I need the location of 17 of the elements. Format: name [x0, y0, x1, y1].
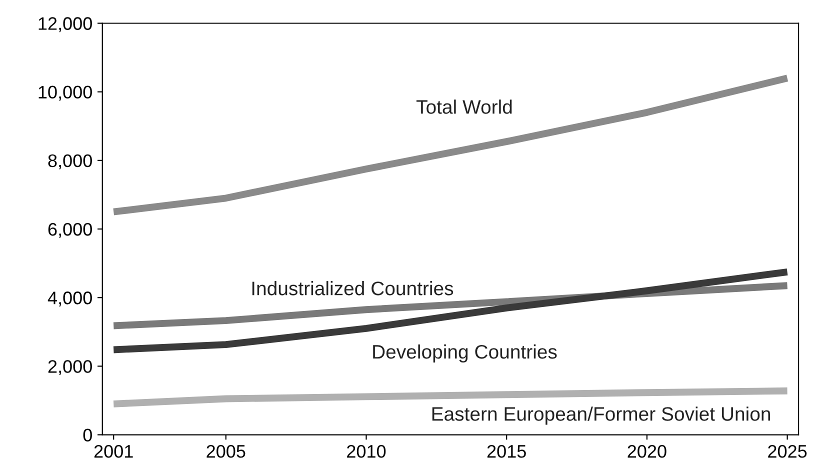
y-tick-label: 2,000	[48, 360, 92, 376]
x-tick-label: 2015	[487, 444, 526, 458]
series-label: Total World	[416, 100, 512, 114]
x-tick-label: 2005	[206, 444, 246, 458]
y-tick-label: 8,000	[48, 154, 92, 170]
x-tick-label: 2001	[94, 444, 133, 458]
series-label: Industrialized Countries	[252, 281, 454, 296]
series-label: Developing Countries	[373, 344, 557, 363]
x-tick-label: 2010	[347, 444, 386, 458]
y-tick-label: 10,000	[38, 86, 92, 101]
x-tick-label: 2020	[628, 444, 666, 458]
y-tick-label: 12,000	[38, 17, 92, 32]
y-tick-label: 4,000	[48, 292, 92, 306]
y-tick-label: 0	[83, 428, 92, 442]
x-tick-label: 2025	[768, 444, 807, 458]
series-label: Eastern European/Former Soviet Union	[432, 406, 770, 425]
y-tick-label: 6,000	[48, 222, 92, 238]
